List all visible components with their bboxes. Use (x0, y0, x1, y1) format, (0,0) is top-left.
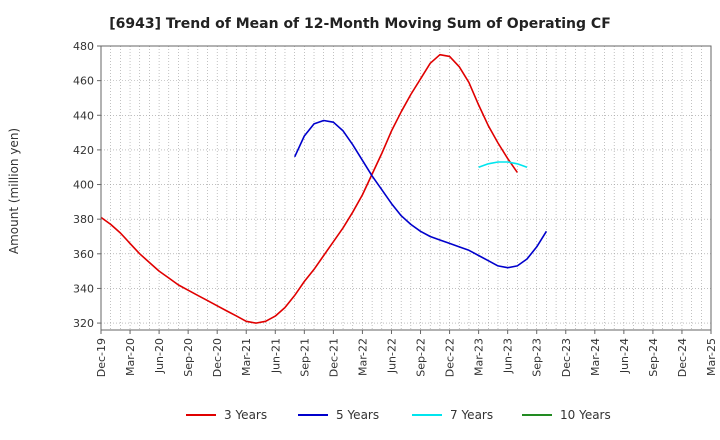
legend: 3 Years 5 Years 7 Years 10 Years (186, 408, 611, 422)
plot-frame (100, 45, 712, 331)
x-tick-label: Mar-20 (124, 338, 137, 376)
series-line-3-years (100, 53, 518, 324)
y-tick-label: 400 (73, 179, 94, 192)
y-tick-label: 340 (73, 282, 94, 295)
x-tick-label: Mar-23 (473, 338, 486, 376)
legend-label: 3 Years (224, 408, 267, 422)
legend-label: 10 Years (560, 408, 611, 422)
x-tick-label: Dec-19 (95, 338, 108, 377)
y-tick-label: 320 (73, 317, 94, 330)
y-tick-label: 480 (73, 40, 94, 53)
x-tick-label: Mar-21 (240, 338, 253, 376)
y-axis-label: Amount (million yen) (7, 128, 21, 254)
y-tick-label: 380 (73, 213, 94, 226)
y-tick-label: 460 (73, 75, 94, 88)
x-tick-label: Jun-24 (618, 338, 631, 374)
y-ticks: 320 340 360 380 400 420 440 460 480 (73, 40, 101, 330)
x-tick-label: Jun-21 (269, 338, 282, 374)
x-tick-label: Jun-22 (385, 338, 398, 374)
x-tick-label: Mar-25 (705, 338, 718, 376)
x-tick-label: Sep-21 (298, 338, 311, 377)
x-tick-label: Dec-22 (444, 338, 457, 377)
y-tick-label: 440 (73, 109, 94, 122)
y-tick-label: 420 (73, 144, 94, 157)
x-tick-label: Jun-23 (502, 338, 515, 374)
x-tick-label: Dec-24 (676, 338, 689, 377)
x-tick-label: Dec-23 (560, 338, 573, 377)
x-tick-label: Sep-24 (647, 338, 660, 377)
series-lines (100, 53, 548, 324)
x-tick-label: Mar-22 (356, 338, 369, 376)
x-tick-label: Jun-20 (153, 338, 166, 374)
x-tick-label: Sep-20 (182, 338, 195, 377)
y-tick-label: 360 (73, 248, 94, 261)
chart-title: [6943] Trend of Mean of 12-Month Moving … (109, 16, 611, 32)
x-tick-label: Dec-20 (211, 338, 224, 377)
x-tick-label: Dec-21 (327, 338, 340, 377)
series-line-7-years (478, 161, 528, 168)
x-tick-label: Sep-22 (415, 338, 428, 377)
legend-label: 5 Years (336, 408, 379, 422)
series-line-5-years (293, 119, 548, 269)
x-tick-label: Mar-24 (589, 338, 602, 376)
grid (101, 45, 711, 330)
x-tick-label: Sep-23 (531, 338, 544, 377)
x-ticks: Dec-19 Mar-20 Jun-20 Sep-20 Dec-20 Mar-21 Jun-… (95, 330, 718, 377)
legend-label: 7 Years (450, 408, 493, 422)
